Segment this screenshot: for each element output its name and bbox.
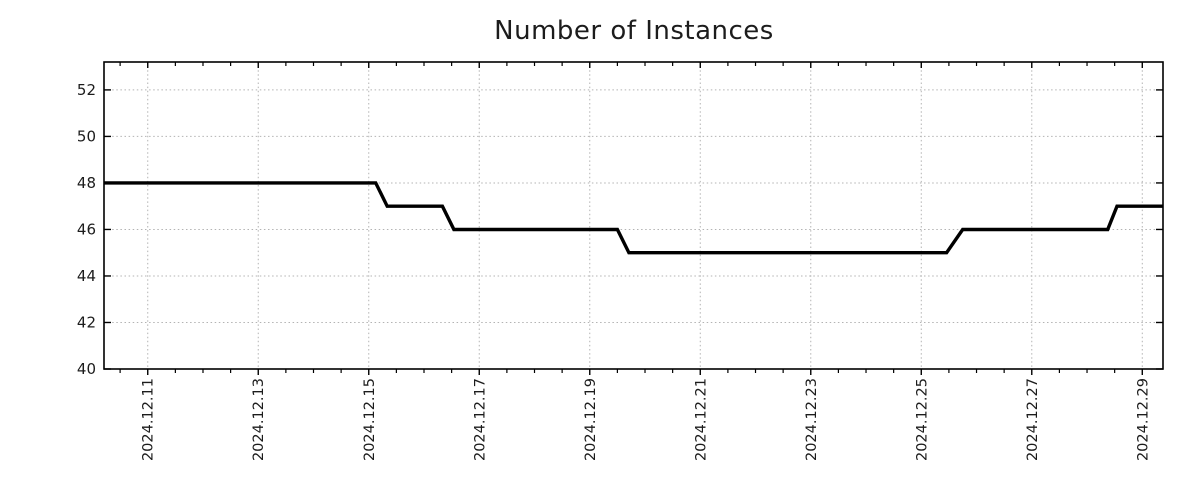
x-tick-label: 2024.12.23 xyxy=(804,378,820,461)
x-tick-label: 2024.12.27 xyxy=(1025,378,1041,461)
x-tick-label: 2024.12.25 xyxy=(914,378,930,461)
y-tick-label: 42 xyxy=(77,313,96,331)
chart-title: Number of Instances xyxy=(494,16,774,46)
x-tick-label: 2024.12.15 xyxy=(362,378,378,461)
x-tick-label: 2024.12.11 xyxy=(141,378,157,461)
x-tick-label: 2024.12.13 xyxy=(251,378,267,461)
x-tick-label: 2024.12.17 xyxy=(472,378,488,461)
plot-border xyxy=(103,61,1164,370)
data-line-instances xyxy=(104,181,1163,255)
y-tick-label: 52 xyxy=(77,81,96,99)
x-tick-label: 2024.12.19 xyxy=(583,378,599,461)
y-tick-label: 44 xyxy=(77,267,96,285)
x-tick-label: 2024.12.29 xyxy=(1135,378,1151,461)
y-tick-label: 46 xyxy=(77,220,96,238)
y-tick-label: 48 xyxy=(77,174,96,192)
y-tick-label: 40 xyxy=(77,360,96,378)
y-tick-label: 50 xyxy=(77,127,96,145)
x-tick-label: 2024.12.21 xyxy=(693,378,709,461)
